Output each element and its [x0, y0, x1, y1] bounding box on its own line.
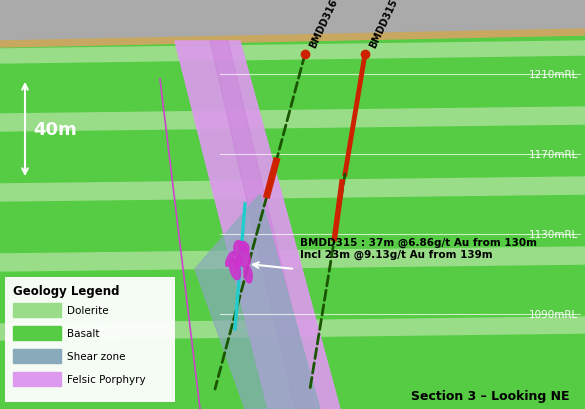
Text: 1210mRL: 1210mRL — [529, 70, 578, 80]
Ellipse shape — [229, 258, 240, 280]
Polygon shape — [0, 108, 585, 132]
Text: Felsic Porphyry: Felsic Porphyry — [67, 374, 146, 384]
Text: 1170mRL: 1170mRL — [529, 150, 578, 160]
Text: Dolerite: Dolerite — [67, 305, 109, 315]
Ellipse shape — [234, 256, 242, 269]
Polygon shape — [0, 0, 585, 42]
Ellipse shape — [244, 265, 252, 283]
Ellipse shape — [239, 242, 249, 253]
Polygon shape — [0, 247, 585, 271]
Text: 1130mRL: 1130mRL — [529, 229, 578, 239]
Bar — [13, 372, 61, 386]
Ellipse shape — [234, 241, 250, 268]
Text: Geology Legend: Geology Legend — [13, 284, 119, 297]
Text: Shear zone: Shear zone — [67, 351, 126, 361]
Polygon shape — [210, 42, 316, 409]
Text: BMDD316: BMDD316 — [308, 0, 339, 50]
Polygon shape — [0, 30, 585, 48]
Text: 40m: 40m — [33, 121, 77, 139]
Ellipse shape — [226, 252, 235, 267]
Text: Basalt: Basalt — [67, 328, 99, 338]
Polygon shape — [0, 317, 585, 340]
Polygon shape — [0, 178, 585, 202]
Text: BMDD315 : 37m @6.86g/t Au from 130m
Incl 23m @9.13g/t Au from 139m: BMDD315 : 37m @6.86g/t Au from 130m Incl… — [300, 237, 537, 259]
Bar — [13, 349, 61, 363]
Text: 1090mRL: 1090mRL — [529, 309, 578, 319]
Bar — [13, 303, 61, 317]
Polygon shape — [175, 42, 340, 409]
Text: BMDD315: BMDD315 — [368, 0, 400, 50]
Polygon shape — [0, 42, 585, 64]
Bar — [5, 277, 175, 402]
Bar — [13, 326, 61, 340]
Text: Section 3 – Looking NE: Section 3 – Looking NE — [411, 389, 569, 402]
Polygon shape — [195, 195, 320, 409]
